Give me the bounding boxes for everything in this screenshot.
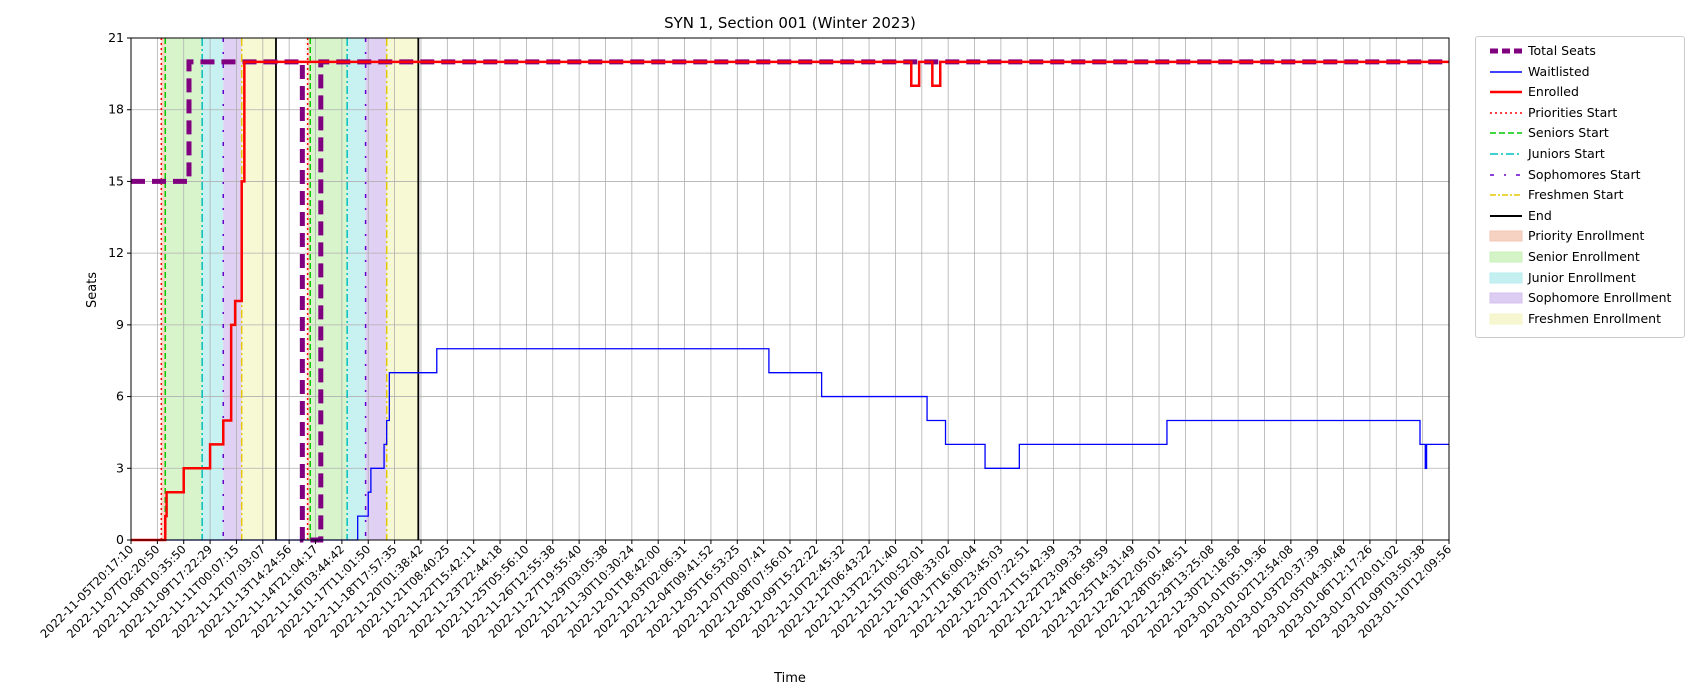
legend-item: Priorities Start xyxy=(1484,103,1684,123)
y-tick-label: 6 xyxy=(116,389,124,404)
legend-label: Priority Enrollment xyxy=(1528,228,1645,244)
span-4-1 xyxy=(386,38,419,540)
enrollment-chart: SYN 1, Section 001 (Winter 2023) Seats T… xyxy=(37,14,1454,686)
legend-swatch xyxy=(1490,90,1522,94)
legend-swatch xyxy=(1490,112,1522,114)
series-line-total-seats xyxy=(131,59,1449,543)
legend-label: Junior Enrollment xyxy=(1528,269,1636,285)
legend-label: Priorities Start xyxy=(1528,104,1618,120)
legend-label: End xyxy=(1528,207,1552,223)
legend-label: Sophomore Enrollment xyxy=(1528,290,1672,306)
y-axis-label: Seats xyxy=(85,272,100,308)
legend-swatch xyxy=(1490,48,1522,54)
chart-title: SYN 1, Section 001 (Winter 2023) xyxy=(664,14,916,32)
span-0-0 xyxy=(161,38,166,540)
span-1-1 xyxy=(310,38,348,540)
y-tick-label: 15 xyxy=(108,173,124,188)
legend-swatch xyxy=(1490,214,1522,217)
legend-item: Freshmen Enrollment xyxy=(1484,309,1684,329)
legend-item: Juniors Start xyxy=(1484,144,1684,164)
series-line-waitlisted xyxy=(131,348,1449,541)
legend-swatch xyxy=(1489,230,1523,242)
legend-patch xyxy=(1489,292,1523,304)
legend-swatch xyxy=(1489,313,1523,325)
span-3-1 xyxy=(365,38,387,540)
legend-item: Freshmen Start xyxy=(1484,185,1684,205)
legend-swatch xyxy=(1490,132,1522,135)
x-axis-label: Time xyxy=(773,671,806,686)
legend-item: Waitlisted xyxy=(1484,62,1684,82)
legend-swatch xyxy=(1489,251,1523,263)
y-tick-label: 0 xyxy=(116,532,124,547)
legend-swatch xyxy=(1489,272,1523,284)
span-2-1 xyxy=(347,38,366,540)
legend-label: Sophomores Start xyxy=(1528,166,1641,182)
legend-item: End xyxy=(1484,206,1684,226)
legend-label: Waitlisted xyxy=(1528,63,1590,79)
legend-item: Sophomores Start xyxy=(1484,165,1684,185)
legend-label: Seniors Start xyxy=(1528,125,1609,141)
legend-label: Senior Enrollment xyxy=(1528,249,1640,264)
legend-swatch xyxy=(1490,70,1522,73)
legend-patch xyxy=(1489,230,1523,242)
legend-item: Seniors Start xyxy=(1484,123,1684,143)
legend-swatch xyxy=(1490,153,1522,155)
legend-item: Junior Enrollment xyxy=(1484,268,1684,288)
span-0-1 xyxy=(307,38,311,540)
legend-label: Enrolled xyxy=(1528,84,1579,100)
legend-patch xyxy=(1489,272,1523,284)
legend-item: Senior Enrollment xyxy=(1484,247,1684,267)
y-tick-label: 3 xyxy=(116,460,124,475)
legend-swatch xyxy=(1490,173,1522,176)
series-line-enrolled xyxy=(131,60,1449,542)
legend-item: Sophomore Enrollment xyxy=(1484,288,1684,308)
y-tick-label: 9 xyxy=(116,317,124,332)
legend: Total Seats Waitlisted Enrolled Priorities … xyxy=(1475,36,1685,338)
enrollment-spans xyxy=(161,38,419,540)
span-4-0 xyxy=(241,38,276,540)
legend-patch xyxy=(1489,313,1523,325)
series-lines xyxy=(131,59,1449,543)
legend-label: Juniors Start xyxy=(1528,146,1605,161)
y-tick-label: 12 xyxy=(108,245,124,260)
legend-label: Total Seats xyxy=(1528,43,1596,58)
span-2-0 xyxy=(202,38,224,540)
span-3-0 xyxy=(223,38,242,540)
legend-label: Freshmen Enrollment xyxy=(1528,310,1662,326)
legend-patch xyxy=(1489,251,1523,263)
legend-swatch xyxy=(1490,194,1522,196)
legend-item: Total Seats xyxy=(1484,41,1684,61)
legend-item: Enrolled xyxy=(1484,82,1684,102)
legend-swatch xyxy=(1489,292,1523,304)
y-tick-label: 21 xyxy=(108,30,124,45)
y-tick-label: 18 xyxy=(108,102,124,117)
legend-item: Priority Enrollment xyxy=(1484,226,1684,246)
legend-label: Freshmen Start xyxy=(1528,187,1624,203)
